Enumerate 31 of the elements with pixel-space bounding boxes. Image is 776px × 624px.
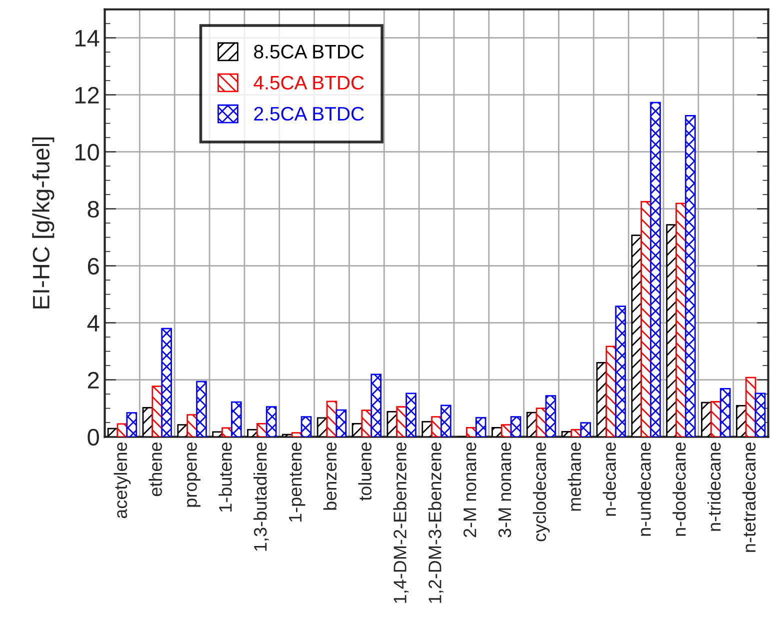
legend-label: 4.5CA BTDC [254, 76, 364, 90]
legend-label: 8.5CA BTDC [254, 44, 364, 59]
x-tick-label: benzene [323, 442, 337, 510]
x-tick-label: n-tridecane [707, 442, 721, 531]
y-tick-label: 8 [88, 200, 99, 218]
x-tick-label: 1,3-butadiene [253, 442, 269, 551]
y-tick-label: 0 [88, 428, 99, 446]
x-tick-label: n-dodecane [672, 442, 686, 536]
x-tick-label: 1,4-DM-2-Ebenzene [393, 442, 409, 603]
x-tick-label: n-decane [602, 442, 616, 516]
legend-label: 2.5CA BTDC [254, 106, 364, 121]
x-tick-label: n-tetradecane [742, 442, 756, 552]
y-axis-title: EI-HC [g/kg-fuel] [32, 138, 54, 308]
x-tick-label: acetylene [114, 442, 131, 518]
y-tick-label: 2 [88, 372, 99, 388]
x-tick-label: 1,2-DM-3-Ebenzene [428, 442, 444, 603]
y-tick-label: 4 [87, 315, 100, 332]
y-tick-label: 14 [75, 30, 100, 46]
y-tick-label: 10 [75, 144, 99, 161]
x-tick-label: cyclodecane [532, 442, 550, 542]
x-tick-label: 3-M nonane [498, 442, 512, 538]
y-tick-label: 6 [88, 258, 99, 275]
x-tick-label: n-undecane [638, 442, 651, 536]
x-tick-label: 2-M nonane [463, 442, 476, 538]
x-tick-label: ethene [148, 442, 162, 496]
x-tick-label: toluene [358, 442, 372, 501]
y-tick-label: 12 [75, 86, 99, 104]
x-tick-label: methane [568, 442, 582, 511]
x-tick-label: 1-pentene [289, 442, 306, 522]
x-tick-label: propene [187, 442, 200, 507]
x-tick-label: 1-butene [218, 442, 232, 512]
